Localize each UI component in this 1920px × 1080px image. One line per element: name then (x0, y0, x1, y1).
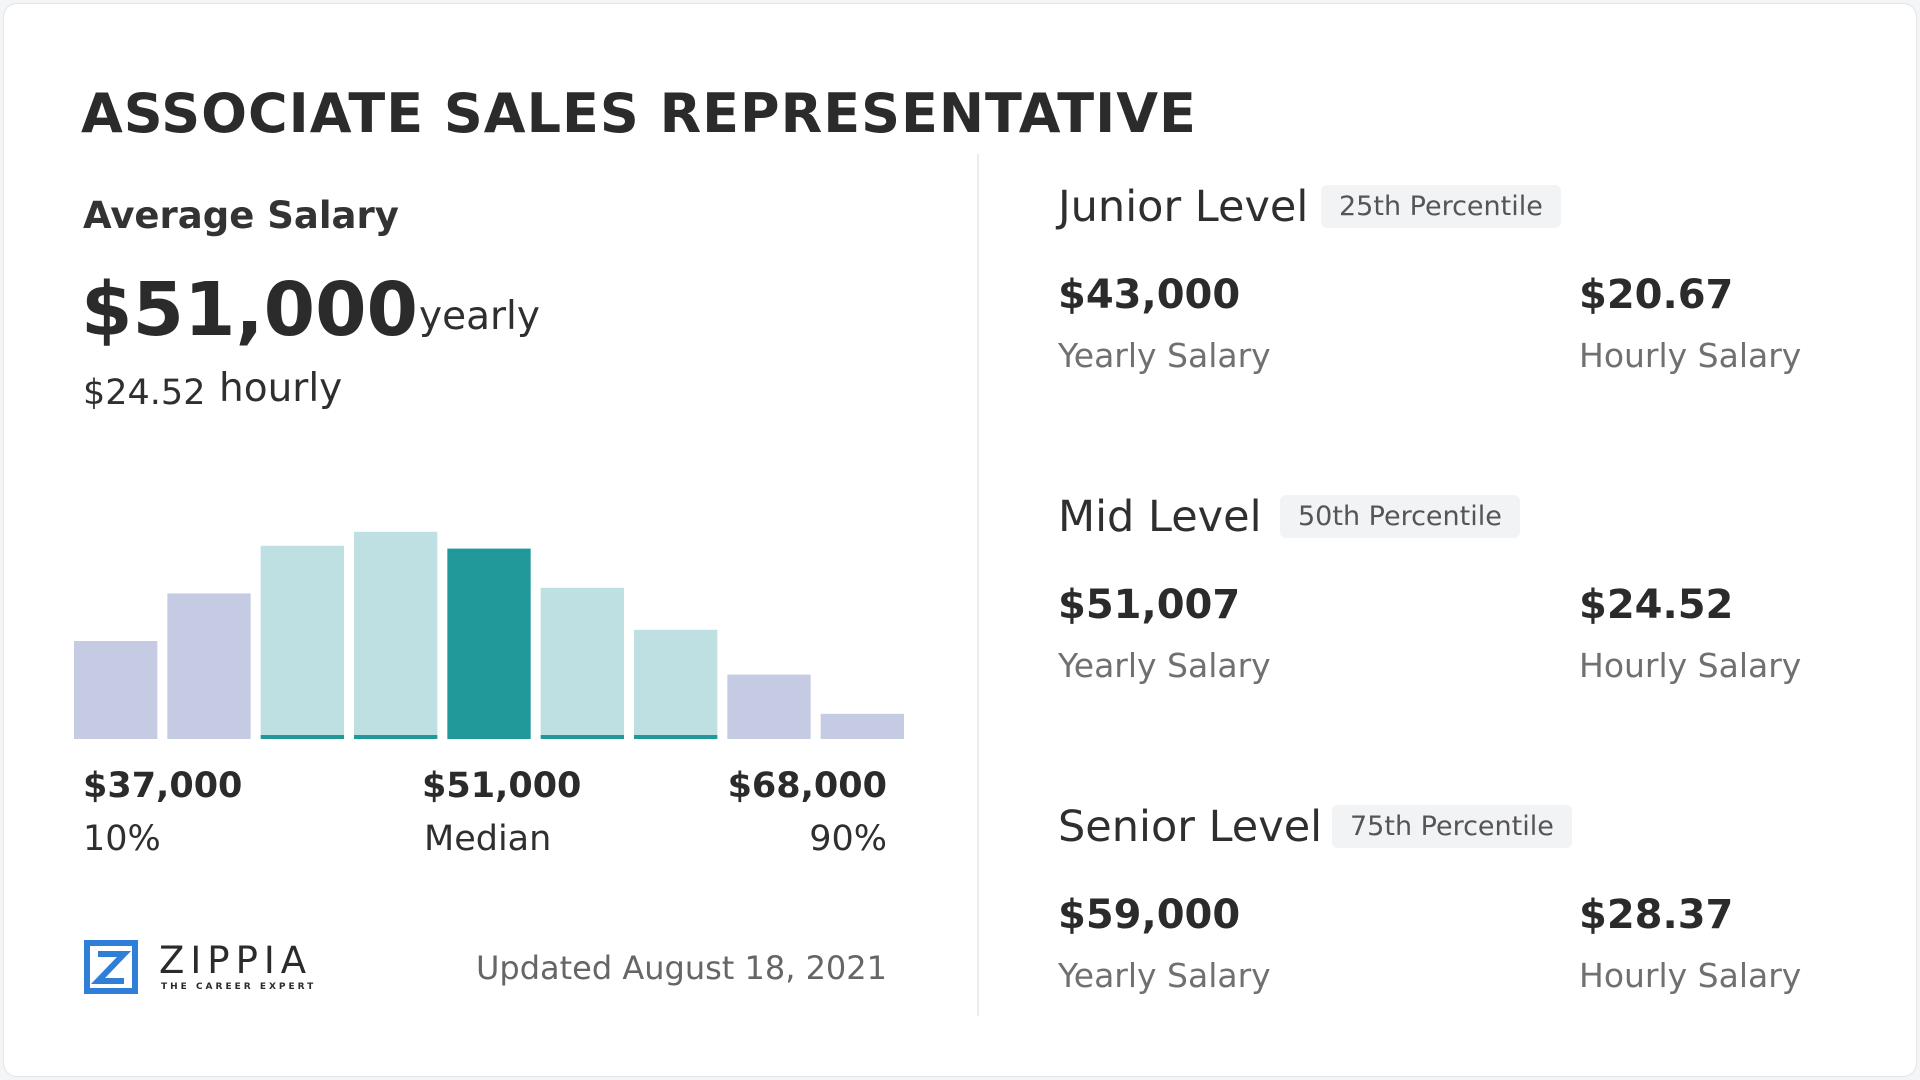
distribution-bar-underline (540, 735, 624, 739)
axis-label-high: 90% (809, 819, 887, 859)
senior-yearly-label: Yearly Salary (1058, 956, 1271, 995)
distribution-bar-underline (354, 735, 438, 739)
axis-label-median: Median (424, 819, 552, 859)
salary-distribution-chart (74, 531, 904, 739)
senior-percentile-badge: 75th Percentile (1332, 805, 1572, 848)
senior-hourly-value: $28.37 (1579, 892, 1734, 938)
distribution-bar (167, 593, 251, 739)
average-hourly-unit: hourly (219, 366, 343, 411)
senior-hourly-label: Hourly Salary (1579, 956, 1802, 995)
junior-level-title: Junior Level (1058, 182, 1309, 232)
zippia-logo-mark-icon (84, 940, 138, 994)
axis-value-low: $37,000 (83, 766, 243, 806)
distribution-bar (74, 641, 158, 739)
average-yearly-value: $51,000 (81, 267, 419, 353)
mid-yearly-value: $51,007 (1058, 582, 1241, 628)
distribution-bar (727, 674, 811, 739)
updated-date: Updated August 18, 2021 (475, 949, 887, 987)
mid-level-title: Mid Level (1058, 492, 1262, 542)
mid-hourly-label: Hourly Salary (1579, 646, 1802, 685)
junior-hourly-label: Hourly Salary (1579, 336, 1802, 375)
distribution-bar (354, 531, 438, 739)
column-divider (977, 154, 979, 1016)
senior-level-title: Senior Level (1058, 802, 1323, 852)
junior-percentile-badge: 25th Percentile (1321, 185, 1561, 228)
mid-percentile-badge: 50th Percentile (1280, 495, 1520, 538)
page-title: ASSOCIATE SALES REPRESENTATIVE (81, 82, 1197, 145)
distribution-bar (820, 713, 904, 739)
average-salary-label: Average Salary (83, 194, 399, 237)
logo-name: ZIPPIA (159, 939, 313, 982)
mid-yearly-label: Yearly Salary (1058, 646, 1271, 685)
distribution-bar-underline (260, 735, 344, 739)
junior-yearly-label: Yearly Salary (1058, 336, 1271, 375)
average-hourly-value: $24.52 (83, 373, 206, 413)
mid-hourly-value: $24.52 (1579, 582, 1734, 628)
salary-card: ASSOCIATE SALES REPRESENTATIVE Average S… (3, 3, 1917, 1077)
average-yearly-unit: yearly (419, 294, 540, 339)
zippia-logo[interactable] (84, 939, 314, 999)
junior-hourly-value: $20.67 (1579, 272, 1734, 318)
junior-yearly-value: $43,000 (1058, 272, 1241, 318)
senior-yearly-value: $59,000 (1058, 892, 1241, 938)
distribution-bar (540, 587, 624, 739)
axis-label-low: 10% (83, 819, 161, 859)
distribution-bar (260, 545, 344, 739)
axis-value-median: $51,000 (422, 766, 582, 806)
distribution-bar (634, 629, 718, 739)
distribution-bar-underline (634, 735, 718, 739)
logo-tagline: THE CAREER EXPERT (161, 982, 317, 992)
axis-value-high: $68,000 (727, 766, 887, 806)
distribution-bar (447, 548, 531, 739)
